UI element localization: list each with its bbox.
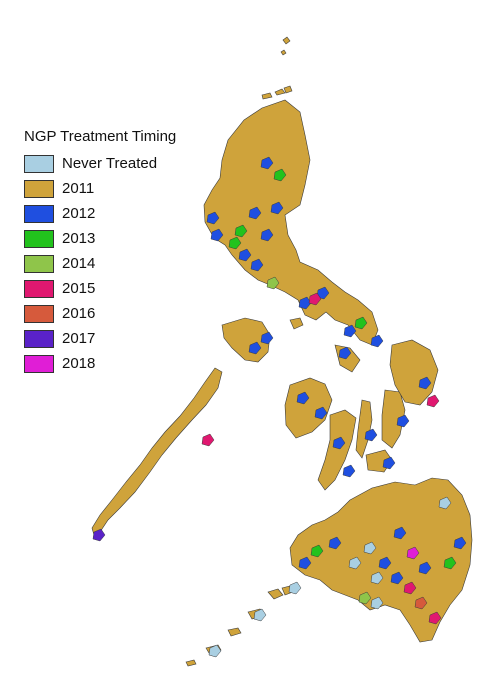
legend-item: 2016 (24, 301, 176, 326)
legend-item: 2017 (24, 326, 176, 351)
legend-item: 2014 (24, 251, 176, 276)
legend-item: 2011 (24, 176, 176, 201)
legend-swatch (24, 280, 54, 298)
marinduque-island (290, 318, 303, 329)
northern-islets (262, 37, 292, 99)
map-legend: NGP Treatment Timing Never Treated 2011 20… (24, 128, 176, 376)
legend-label: 2018 (62, 355, 95, 372)
legend-label: 2017 (62, 330, 95, 347)
legend-swatch (24, 180, 54, 198)
legend-title: NGP Treatment Timing (24, 128, 176, 145)
municipality-patch (343, 465, 355, 477)
legend-label: 2016 (62, 305, 95, 322)
cebu-island (356, 400, 372, 458)
legend-swatch (24, 330, 54, 348)
negros-island (318, 410, 356, 490)
panay-island (285, 378, 332, 438)
legend-swatch (24, 355, 54, 373)
legend-label: 2015 (62, 280, 95, 297)
legend-swatch (24, 230, 54, 248)
legend-swatch (24, 205, 54, 223)
legend-swatch (24, 255, 54, 273)
legend-swatch (24, 155, 54, 173)
legend-label: Never Treated (62, 155, 157, 172)
legend-item: 2013 (24, 226, 176, 251)
legend-label: 2013 (62, 230, 95, 247)
municipality-patch (427, 395, 439, 407)
legend-label: 2011 (62, 180, 94, 197)
municipality-patch (202, 434, 214, 446)
municipality-patch (289, 582, 301, 594)
legend-item: 2018 (24, 351, 176, 376)
palawan-island (92, 368, 222, 535)
legend-label: 2014 (62, 255, 95, 272)
legend-label: 2012 (62, 205, 95, 222)
sulu-archipelago (186, 586, 293, 666)
legend-item: 2012 (24, 201, 176, 226)
legend-item: Never Treated (24, 151, 176, 176)
legend-swatch (24, 305, 54, 323)
legend-item: 2015 (24, 276, 176, 301)
luzon-island (204, 100, 378, 345)
